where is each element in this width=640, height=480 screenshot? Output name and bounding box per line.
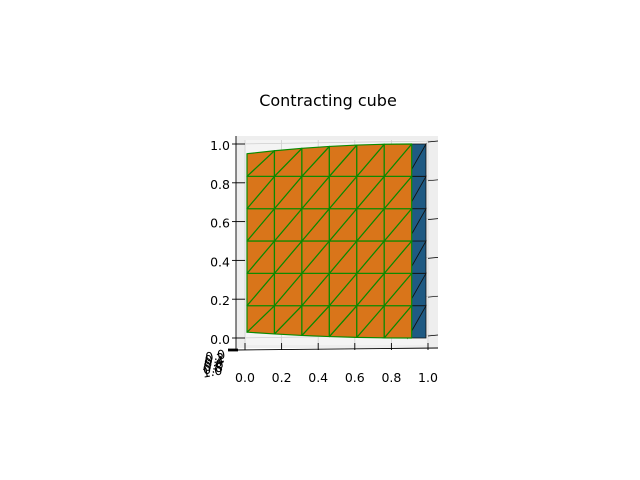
x-tick-label: 0.2 xyxy=(272,370,292,385)
x-tick-label: 0.0 xyxy=(235,370,255,385)
z-tick-stub xyxy=(427,334,439,337)
y-tick-label: 0.0 xyxy=(204,346,226,364)
chart-title: Contracting cube xyxy=(259,91,397,110)
x-axis-line xyxy=(235,347,439,351)
front-face-mesh xyxy=(246,143,413,339)
x-tick-label: 1.0 xyxy=(418,370,438,385)
z-tick-label: 0.8 xyxy=(210,177,230,192)
axis-lines xyxy=(235,136,439,351)
z-tick-label: 0.2 xyxy=(210,293,230,308)
z-tick-label: 0.0 xyxy=(210,332,230,347)
y-tick-label: 0.2 xyxy=(204,350,226,368)
front-triangle xyxy=(301,145,330,177)
z-tick-stub xyxy=(427,295,439,298)
z-tick-label: 0.6 xyxy=(210,216,230,231)
front-triangle xyxy=(328,144,358,177)
z-tick-stub xyxy=(427,140,439,143)
front-triangle xyxy=(273,147,303,177)
y-tick-label: 0.4 xyxy=(203,353,225,371)
y-tick-label: 1.0 xyxy=(201,362,223,380)
z-tick-stub xyxy=(427,257,439,259)
z-gridline xyxy=(235,140,439,145)
z-tick-stub xyxy=(427,218,439,220)
z-tick-label: 1.0 xyxy=(210,138,230,153)
y-tick-label: 0.6 xyxy=(202,356,224,374)
x-tick-label: 0.8 xyxy=(381,370,401,385)
front-triangle xyxy=(356,143,385,177)
x-axis-ticks: 0.0 0.2 0.4 0.6 0.8 1.0 xyxy=(235,343,438,385)
z-tick-stub xyxy=(427,179,439,182)
x-tick-label: 0.6 xyxy=(345,370,365,385)
front-triangle xyxy=(383,143,413,177)
y-tick-label: 0.8 xyxy=(202,359,224,377)
z-axis-ticks: 0.0 0.2 0.4 0.6 0.8 1.0 xyxy=(210,138,439,347)
z-tick-label: 0.4 xyxy=(210,254,230,269)
y-axis-ticks: 0.00.20.40.60.81.0 xyxy=(201,346,238,381)
x-tick-label: 0.4 xyxy=(308,370,328,385)
front-triangle xyxy=(246,150,276,177)
